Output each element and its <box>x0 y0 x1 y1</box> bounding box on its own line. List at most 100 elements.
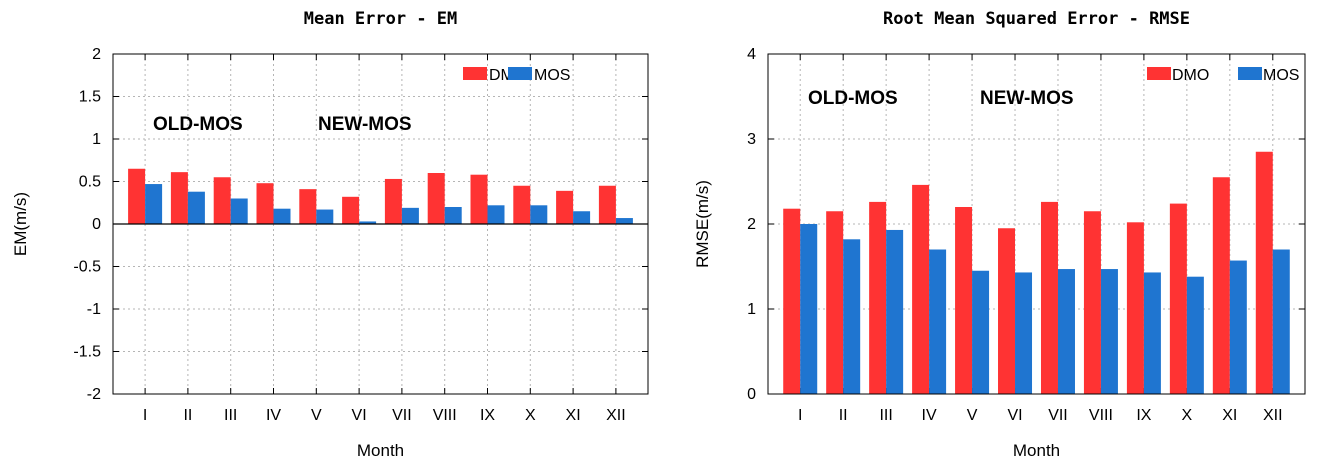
x-axis-label: Month <box>1013 441 1060 460</box>
legend-swatch-mos <box>1238 67 1262 80</box>
x-tick-label: I <box>798 407 802 424</box>
bar-mos <box>843 239 861 394</box>
y-tick-label: -2 <box>87 386 101 403</box>
bar-mos <box>273 208 291 224</box>
x-tick-label: VIII <box>433 407 457 424</box>
bar-dmo <box>783 208 801 394</box>
bar-mos <box>972 270 990 394</box>
x-tick-label: XI <box>566 407 581 424</box>
x-tick-label: VI <box>352 407 367 424</box>
bar-dmo <box>826 211 844 394</box>
legend-swatch-dmo <box>463 67 487 80</box>
bar-dmo <box>256 183 274 224</box>
x-tick-label: IX <box>480 407 495 424</box>
bar-dmo <box>869 201 887 394</box>
bar-dmo <box>427 173 445 224</box>
legend-swatch-mos <box>508 67 532 80</box>
annotation-old-mos: OLD-MOS <box>153 114 243 135</box>
bar-dmo <box>1169 203 1187 394</box>
x-tick-label: XII <box>1263 407 1283 424</box>
legend-swatch-dmo <box>1147 67 1171 80</box>
bar-mos <box>1015 272 1033 394</box>
x-tick-label: VII <box>392 407 412 424</box>
x-tick-label: IX <box>1136 407 1151 424</box>
bar-mos <box>230 198 248 224</box>
chart-title: Mean Error - EM <box>304 9 458 29</box>
x-tick-label: IV <box>266 407 281 424</box>
bar-dmo <box>470 174 488 224</box>
bar-mos <box>1229 260 1247 394</box>
x-tick-label: III <box>879 407 892 424</box>
legend: DMO MOS <box>463 67 570 84</box>
bar-dmo <box>513 185 531 224</box>
x-tick-label: IV <box>922 407 937 424</box>
x-tick-label: XII <box>606 407 626 424</box>
y-tick-label: 2 <box>747 216 756 233</box>
y-tick-label: 0 <box>92 216 101 233</box>
x-tick-label: X <box>1182 407 1193 424</box>
bar-mos <box>573 211 591 224</box>
bar-mos <box>1186 276 1204 394</box>
annotation-old-mos: OLD-MOS <box>808 88 898 109</box>
bar-mos <box>1100 269 1118 394</box>
bar-dmo <box>598 185 616 224</box>
bar-mos <box>187 191 205 224</box>
y-tick-label: 0.5 <box>79 174 101 191</box>
bar-mos <box>316 209 334 224</box>
plot-frame <box>112 53 649 395</box>
annotation-new-mos: NEW-MOS <box>980 88 1074 109</box>
y-tick-label: 1.5 <box>79 89 101 106</box>
x-tick-label: X <box>525 407 536 424</box>
bar-dmo <box>955 207 973 394</box>
bar-dmo <box>912 184 930 394</box>
bar-dmo <box>1255 151 1273 394</box>
bar-mos <box>1272 249 1290 394</box>
bar-dmo <box>998 228 1016 394</box>
bar-mos <box>359 221 377 224</box>
bar-dmo <box>170 172 188 224</box>
y-axis-label: EM(m/s) <box>11 192 30 256</box>
y-tick-label: 1 <box>747 301 756 318</box>
bar-dmo <box>384 178 402 224</box>
y-tick-label: 4 <box>747 46 756 63</box>
bar-mos <box>444 207 462 224</box>
legend-label-mos: MOS <box>1263 67 1299 84</box>
bar-mos <box>530 205 548 224</box>
y-tick-label: -0.5 <box>73 259 101 276</box>
bar-dmo <box>1212 177 1230 394</box>
bar-dmo <box>1126 222 1144 394</box>
bar-mos <box>886 229 904 394</box>
x-tick-label: VI <box>1007 407 1022 424</box>
bar-mos <box>800 224 818 394</box>
plot-frame <box>767 53 1306 395</box>
bar-dmo <box>299 189 317 224</box>
bar-mos <box>401 207 419 224</box>
y-tick-label: 2 <box>92 46 101 63</box>
annotation-new-mos: NEW-MOS <box>318 114 412 135</box>
x-tick-label: VII <box>1048 407 1068 424</box>
bar-mos <box>1057 269 1075 394</box>
y-tick-label: 1 <box>92 131 101 148</box>
bar-dmo <box>1040 201 1058 394</box>
legend-label-dmo: DMO <box>1172 67 1209 84</box>
x-tick-label: VIII <box>1089 407 1113 424</box>
bar-dmo <box>128 168 146 224</box>
y-axis-label: RMSE(m/s) <box>693 180 712 268</box>
x-tick-label: V <box>967 407 978 424</box>
bar-mos <box>487 205 505 224</box>
legend: DMO MOS <box>1147 67 1299 84</box>
bar-mos <box>615 218 633 224</box>
x-tick-label: I <box>143 407 147 424</box>
bar-mos <box>145 184 163 224</box>
x-axis-label: Month <box>357 441 404 460</box>
legend-label-mos: MOS <box>534 67 570 84</box>
bar-dmo <box>556 190 574 224</box>
bar-mos <box>929 249 947 394</box>
bar-dmo <box>213 177 231 224</box>
x-tick-label: II <box>839 407 848 424</box>
y-tick-label: 0 <box>747 386 756 403</box>
x-tick-label: V <box>311 407 322 424</box>
